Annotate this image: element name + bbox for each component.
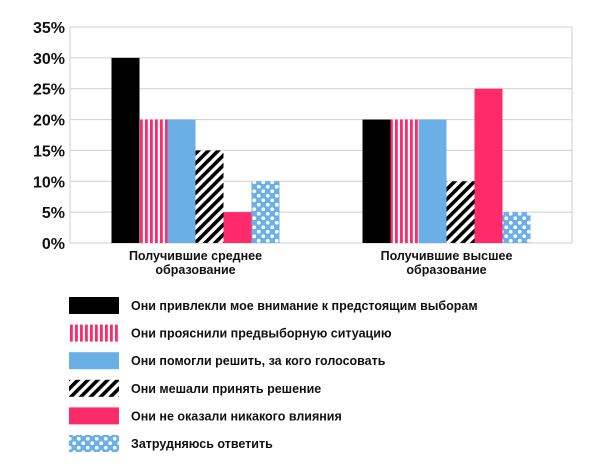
bar: [167, 119, 196, 243]
x-category-label: Получившие высшее образование: [381, 249, 513, 277]
x-category-line: Получившие высшее: [381, 249, 513, 263]
y-tick-label: 10%: [33, 174, 65, 191]
bars: [111, 57, 531, 243]
x-category-line: Получившие среднее: [129, 249, 262, 263]
legend-swatch: [69, 435, 119, 452]
bar: [251, 181, 280, 243]
bar: [362, 119, 391, 243]
legend-swatch: [69, 297, 119, 314]
y-axis: 0% 5% 10% 15% 20% 25% 30% 35%: [33, 20, 65, 253]
y-tick-label: 5%: [42, 205, 65, 222]
legend-label: Они не оказали никакого влияния: [131, 409, 342, 423]
x-category-line: образование: [406, 263, 486, 277]
y-tick-label: 30%: [33, 51, 65, 68]
bar: [390, 119, 419, 243]
legend-label: Они мешали принять решение: [131, 382, 321, 396]
legend-label: Они привлекли мое внимание к предстоящим…: [131, 299, 478, 313]
legend-swatch: [69, 407, 119, 425]
y-tick-label: 15%: [33, 143, 65, 160]
bar: [474, 88, 503, 243]
legend-label: Они помогли решить, за кого голосовать: [131, 354, 386, 368]
y-tick-label: 25%: [33, 82, 65, 99]
legend-swatch: [69, 324, 119, 342]
x-axis: Получившие среднее образованиеПолучившие …: [129, 249, 513, 277]
bar: [195, 150, 224, 243]
legend-swatch: [69, 352, 119, 370]
x-category-line: образование: [155, 263, 235, 277]
x-category-label: Получившие среднее образование: [129, 249, 262, 277]
legend-label: Затрудняюсь ответить: [131, 437, 273, 451]
legend-label: Они прояснили предвыборную ситуацию: [131, 327, 392, 341]
bar: [418, 119, 447, 243]
bar: [111, 57, 140, 243]
bar: [446, 181, 475, 243]
legend-swatch: [69, 379, 119, 397]
bar: [223, 212, 252, 243]
legend: Они привлекли мое внимание к предстоящим…: [69, 297, 478, 452]
y-tick-label: 35%: [33, 20, 65, 37]
bar: [139, 119, 168, 243]
y-tick-label: 20%: [33, 113, 65, 130]
y-tick-label: 0%: [42, 236, 65, 253]
bar: [502, 212, 531, 243]
